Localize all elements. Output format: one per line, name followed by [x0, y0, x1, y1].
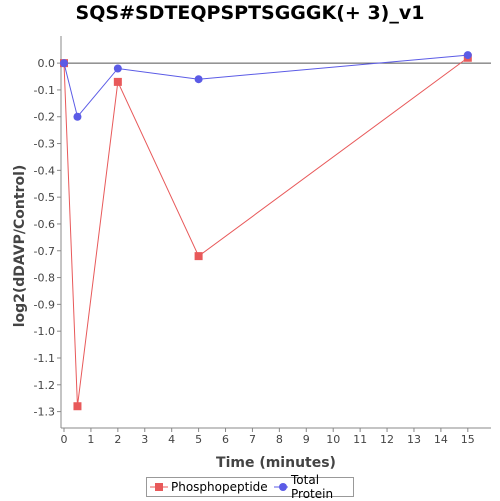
legend-item-phosphopeptide: Phosphopeptide: [150, 480, 268, 494]
data-point: [73, 402, 82, 411]
data-point: [60, 59, 68, 68]
legend: Phosphopeptide Total Protein: [146, 473, 354, 501]
x-tick-label: 0: [61, 433, 68, 446]
data-point: [194, 75, 203, 84]
y-tick-label: -0.8: [34, 272, 55, 285]
x-tick-label: 9: [303, 433, 310, 446]
x-tick-label: 6: [222, 433, 229, 446]
y-tick-label: -1.1: [34, 352, 55, 365]
data-point: [113, 64, 122, 73]
chart-title: SQS#SDTEQPSPTSGGGK(+ 3)_v1: [75, 2, 425, 24]
y-tick-label: 0.0: [38, 57, 56, 70]
x-tick-label: 7: [249, 433, 256, 446]
y-axis-label: log2(dDAVP/Control): [12, 165, 28, 328]
y-tick-label: -1.2: [34, 379, 55, 392]
y-tick-label: -1.0: [34, 325, 55, 338]
series-phosphopeptide: [60, 53, 472, 411]
x-tick-label: 1: [87, 433, 94, 446]
y-axis-ticks: 0.0 -0.1 -0.2 -0.3 -0.4 -0.5 -0.6 -0.7 -0.8 -0.9 -…: [34, 57, 61, 419]
x-tick-label: 3: [141, 433, 148, 446]
x-tick-label: 11: [353, 433, 367, 446]
circle-marker-icon: [273, 483, 289, 491]
y-tick-label: -0.2: [34, 111, 55, 124]
series-line: [63, 54, 468, 118]
x-tick-label: 4: [168, 433, 175, 446]
x-tick-label: 14: [434, 433, 448, 446]
y-tick-label: -0.6: [34, 218, 55, 231]
legend-label-total-protein: Total Protein: [291, 473, 334, 501]
data-point: [73, 112, 82, 121]
y-tick-label: -0.1: [34, 84, 55, 97]
y-tick-label: -0.5: [34, 191, 55, 204]
x-tick-label: 2: [114, 433, 121, 446]
series-layer: [60, 51, 472, 411]
x-tick-label: 8: [276, 433, 283, 446]
x-tick-label: 12: [380, 433, 394, 446]
y-tick-label: -1.3: [34, 406, 55, 419]
y-tick-label: -0.7: [34, 245, 55, 258]
x-axis-label: Time (minutes): [216, 455, 336, 471]
legend-label-phosphopeptide: Phosphopeptide: [171, 480, 268, 494]
x-tick-label: 5: [195, 433, 202, 446]
data-point: [113, 77, 122, 86]
x-tick-label: 15: [461, 433, 475, 446]
y-tick-label: -0.4: [34, 164, 55, 177]
x-tick-label: 13: [407, 433, 421, 446]
x-tick-label: 10: [326, 433, 340, 446]
x-axis-ticks: 0 1 2 3 4 5 6 7 8 9 10 11 12 13 14 15: [61, 428, 475, 446]
legend-item-total-protein: Total Protein: [273, 473, 350, 501]
square-marker-icon: [150, 483, 168, 491]
y-tick-label: -0.3: [34, 138, 55, 151]
data-point: [463, 51, 472, 60]
plot-area: [60, 36, 491, 429]
series-line: [63, 57, 469, 407]
series-total-protein: [60, 51, 472, 121]
data-point: [194, 252, 203, 261]
y-tick-label: -0.9: [34, 298, 55, 311]
